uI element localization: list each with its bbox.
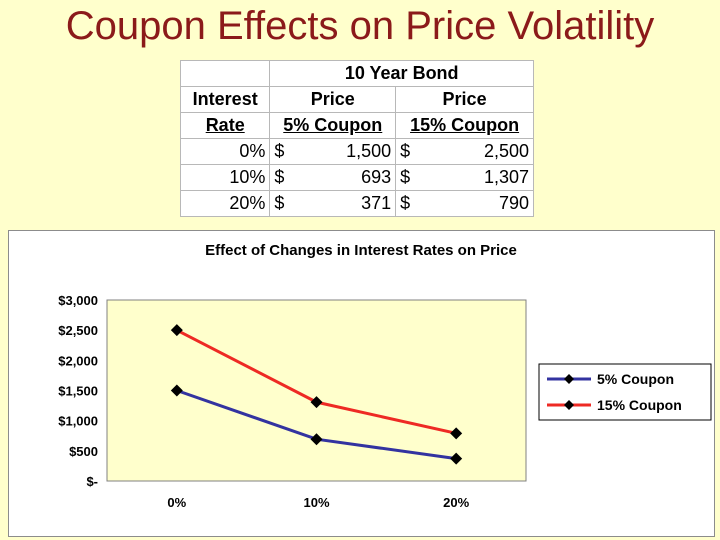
dollar-sign: $ <box>269 138 293 165</box>
dollar-sign: $ <box>395 190 419 217</box>
x-tick-label: 0% <box>167 495 186 510</box>
y-tick-label: $- <box>86 474 98 489</box>
table-row: 10% $ 693 $ 1,307 <box>179 164 535 191</box>
data-point-marker <box>310 433 323 446</box>
bond-price-table: 10 Year Bond Interest Price Price Rate 5… <box>179 60 535 217</box>
data-point-marker <box>450 427 463 440</box>
header-rate: Rate <box>179 112 271 139</box>
price-15-cell: 790 <box>418 190 535 217</box>
table-title-row: 10 Year Bond <box>179 60 534 87</box>
chart-container: Effect of Changes in Interest Rates on P… <box>8 230 715 537</box>
header-15-coupon: 15% Coupon <box>395 112 534 139</box>
legend-label: 5% Coupon <box>597 371 674 387</box>
data-point-marker <box>450 452 463 465</box>
y-tick-label: $500 <box>69 444 98 459</box>
table-row: 0% $ 1,500 $ 2,500 <box>179 138 535 165</box>
header-price-15: Price <box>395 86 534 113</box>
legend-label: 15% Coupon <box>597 397 682 413</box>
legend-box <box>538 363 712 421</box>
dollar-sign: $ <box>269 164 293 191</box>
table-header-row-2: Rate 5% Coupon 15% Coupon <box>179 112 534 139</box>
table-title-left-blank <box>179 60 271 87</box>
price-5-cell: 371 <box>292 190 397 217</box>
table-header-row-1: Interest Price Price <box>179 86 534 113</box>
table-title: 10 Year Bond <box>269 60 534 87</box>
data-point-marker <box>310 396 323 409</box>
x-tick-label: 20% <box>443 495 469 510</box>
y-tick-label: $1,500 <box>58 384 98 399</box>
dollar-sign: $ <box>395 138 419 165</box>
price-5-cell: 693 <box>292 164 397 191</box>
header-5-coupon: 5% Coupon <box>269 112 397 139</box>
dollar-sign: $ <box>269 190 293 217</box>
price-line-chart: Effect of Changes in Interest Rates on P… <box>58 242 712 510</box>
data-point-marker <box>170 384 183 397</box>
y-tick-label: $2,000 <box>58 353 98 368</box>
y-tick-label: $1,000 <box>58 414 98 429</box>
price-15-cell: 1,307 <box>418 164 535 191</box>
header-price-5: Price <box>269 86 397 113</box>
data-point-marker <box>170 324 183 337</box>
rate-cell: 20% <box>179 190 271 217</box>
plot-area <box>106 299 527 482</box>
y-tick-label: $3,000 <box>58 293 98 308</box>
y-tick-label: $2,500 <box>58 323 98 338</box>
rate-cell: 10% <box>179 164 271 191</box>
legend-marker <box>564 374 574 384</box>
x-tick-label: 10% <box>303 495 329 510</box>
header-interest: Interest <box>179 86 271 113</box>
rate-cell: 0% <box>179 138 271 165</box>
chart-title: Effect of Changes in Interest Rates on P… <box>205 242 517 259</box>
table-row: 20% $ 371 $ 790 <box>179 190 535 217</box>
slide-title: Coupon Effects on Price Volatility <box>65 4 655 48</box>
dollar-sign: $ <box>395 164 419 191</box>
price-5-cell: 1,500 <box>292 138 397 165</box>
legend-marker <box>564 400 574 410</box>
price-15-cell: 2,500 <box>418 138 535 165</box>
